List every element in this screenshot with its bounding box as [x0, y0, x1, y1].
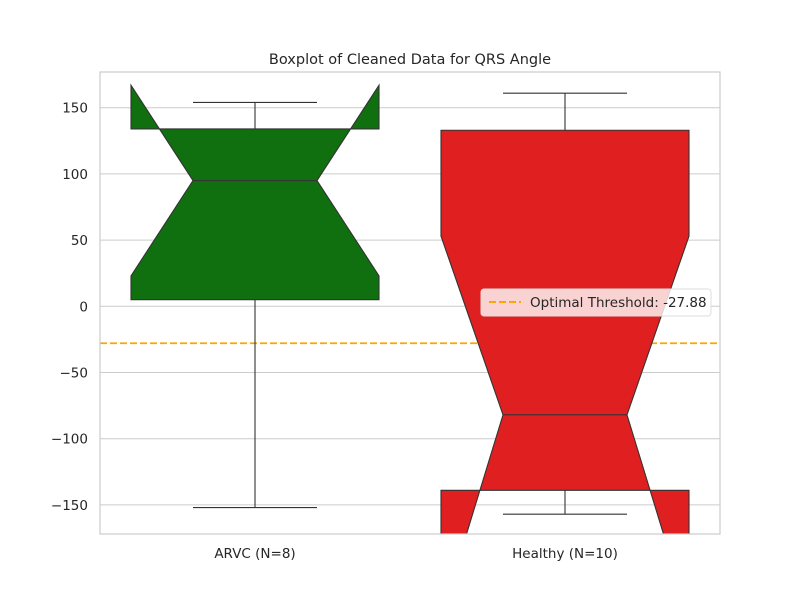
legend-box [480, 288, 712, 317]
y-tick-label: 50 [71, 233, 88, 249]
x-tick-label: ARVC (N=8) [214, 546, 295, 562]
y-tick-label: 150 [62, 101, 88, 117]
y-tick-label: 100 [62, 167, 88, 183]
box-body [130, 83, 380, 301]
y-tick-label: −150 [51, 498, 88, 514]
box-0 [130, 83, 380, 509]
legend-label: Optimal Threshold: -27.88 [530, 295, 707, 311]
plot-frame [99, 71, 721, 535]
y-tick-label: 0 [79, 299, 88, 315]
chart-title: Boxplot of Cleaned Data for QRS Angle [269, 52, 551, 68]
y-axis: −150 −100 −50 0 50 100 150 [51, 101, 88, 514]
legend: Optimal Threshold: -27.88 [480, 288, 712, 317]
y-tick-label: −100 [51, 432, 88, 448]
box-layer [130, 83, 690, 534]
x-tick-label: Healthy (N=10) [512, 546, 618, 562]
box-body [440, 129, 690, 534]
y-tick-label: −50 [60, 365, 89, 381]
x-axis: ARVC (N=8) Healthy (N=10) [214, 546, 618, 562]
box-1 [440, 92, 690, 534]
